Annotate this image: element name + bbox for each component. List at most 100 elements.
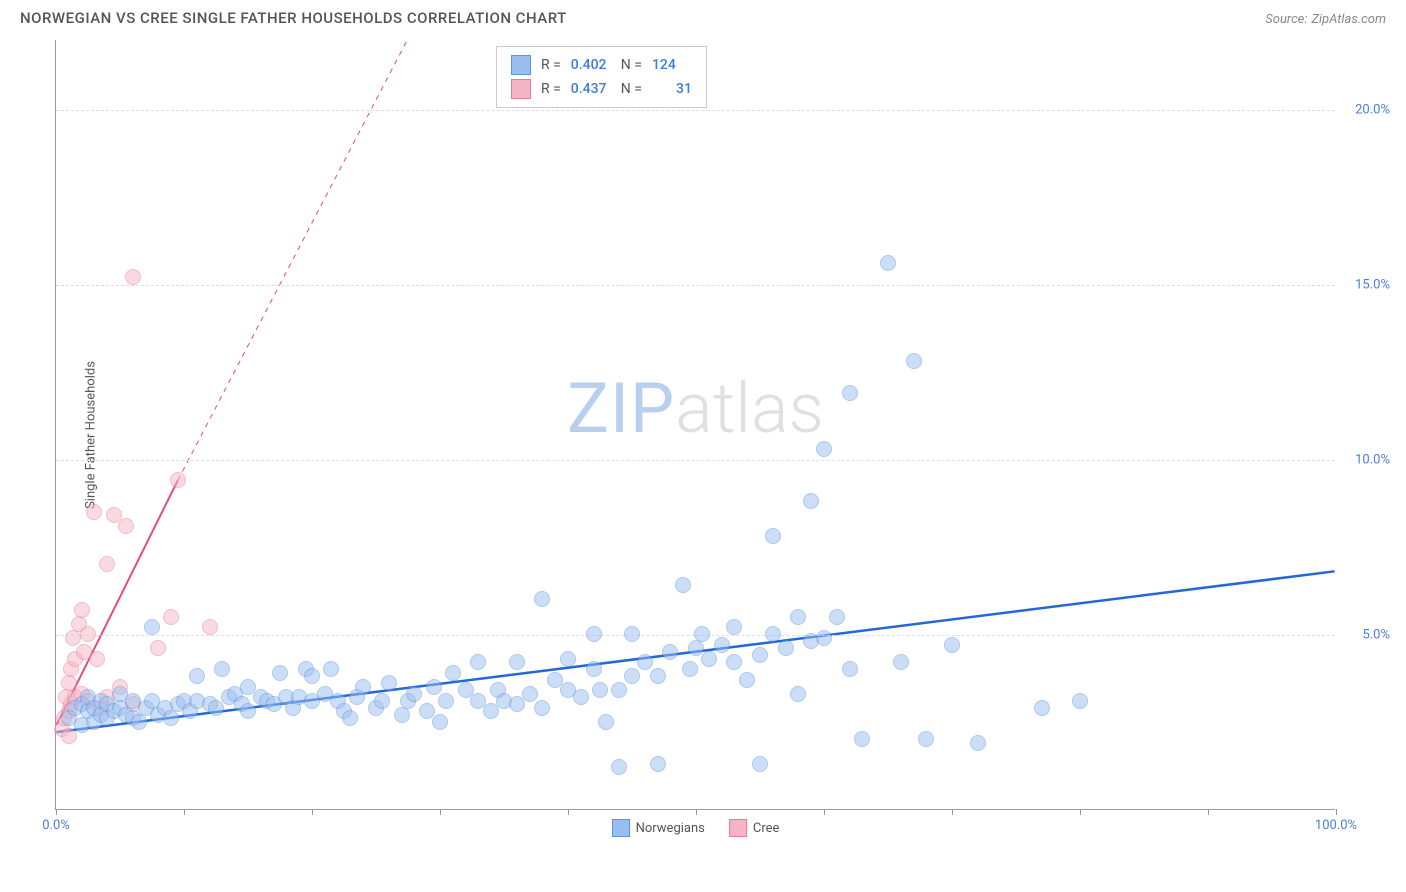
legend: Norwegians Cree	[612, 819, 780, 837]
xtick	[696, 809, 697, 815]
scatter-point-norwegians	[522, 686, 538, 702]
scatter-point-norwegians	[573, 689, 589, 705]
xtick	[312, 809, 313, 815]
scatter-point-norwegians	[189, 668, 205, 684]
scatter-point-norwegians	[214, 661, 230, 677]
scatter-point-norwegians	[726, 654, 742, 670]
scatter-point-norwegians	[829, 609, 845, 625]
xtick	[952, 809, 953, 815]
scatter-point-cree	[74, 602, 90, 618]
stat-n-cree: 31	[652, 81, 692, 97]
stats-box: R = 0.402 N = 124 R = 0.437 N = 31	[496, 46, 707, 108]
scatter-point-cree	[150, 640, 166, 656]
scatter-point-norwegians	[534, 700, 550, 716]
legend-label-cree: Cree	[753, 821, 780, 836]
xtick-label: 0.0%	[42, 818, 70, 833]
swatch-cree	[511, 79, 531, 99]
scatter-point-norwegians	[790, 686, 806, 702]
source-credit: Source: ZipAtlas.com	[1265, 8, 1386, 27]
scatter-point-norwegians	[944, 637, 960, 653]
scatter-point-cree	[202, 619, 218, 635]
scatter-point-cree	[170, 472, 186, 488]
scatter-point-cree	[65, 630, 81, 646]
stats-row-cree: R = 0.437 N = 31	[511, 77, 692, 101]
scatter-point-cree	[99, 556, 115, 572]
watermark-atlas: atlas	[675, 368, 824, 450]
scatter-point-norwegians	[816, 630, 832, 646]
scatter-point-norwegians	[1072, 693, 1088, 709]
stat-n-label-2: N =	[621, 81, 642, 97]
scatter-point-norwegians	[163, 710, 179, 726]
scatter-point-norwegians	[509, 654, 525, 670]
scatter-point-norwegians	[682, 661, 698, 677]
scatter-point-cree	[118, 518, 134, 534]
chart-container: Single Father Households ZIPatlas R = 0.…	[55, 40, 1375, 830]
scatter-point-norwegians	[611, 759, 627, 775]
scatter-point-norwegians	[803, 493, 819, 509]
scatter-point-norwegians	[432, 714, 448, 730]
scatter-point-norwegians	[893, 654, 909, 670]
ytick-label: 15.0%	[1355, 278, 1390, 293]
scatter-point-norwegians	[272, 665, 288, 681]
stat-r-label: R =	[541, 57, 561, 73]
scatter-point-norwegians	[918, 731, 934, 747]
source-name: ZipAtlas.com	[1311, 12, 1386, 27]
plot-area: ZIPatlas R = 0.402 N = 124 R = 0.437 N =…	[55, 40, 1335, 810]
legend-item-norwegians: Norwegians	[612, 819, 705, 837]
scatter-point-cree	[163, 609, 179, 625]
scatter-point-norwegians	[739, 672, 755, 688]
scatter-point-norwegians	[374, 693, 390, 709]
gridline-h	[56, 285, 1335, 286]
scatter-point-norwegians	[240, 703, 256, 719]
xtick	[1208, 809, 1209, 815]
scatter-point-norwegians	[470, 654, 486, 670]
scatter-point-norwegians	[790, 609, 806, 625]
scatter-point-norwegians	[714, 637, 730, 653]
scatter-point-norwegians	[662, 644, 678, 660]
stat-r-cree: 0.437	[571, 81, 611, 97]
swatch-norwegians	[511, 55, 531, 75]
scatter-point-norwegians	[970, 735, 986, 751]
scatter-point-cree	[89, 651, 105, 667]
scatter-point-norwegians	[765, 528, 781, 544]
xtick	[824, 809, 825, 815]
gridline-h	[56, 460, 1335, 461]
scatter-point-norwegians	[726, 619, 742, 635]
scatter-point-norwegians	[1034, 700, 1050, 716]
xtick	[184, 809, 185, 815]
scatter-point-cree	[80, 626, 96, 642]
scatter-point-norwegians	[624, 668, 640, 684]
xtick	[568, 809, 569, 815]
scatter-point-norwegians	[592, 682, 608, 698]
scatter-point-norwegians	[637, 654, 653, 670]
scatter-point-norwegians	[816, 441, 832, 457]
scatter-point-norwegians	[131, 714, 147, 730]
chart-title: NORWEGIAN VS CREE SINGLE FATHER HOUSEHOL…	[20, 9, 567, 27]
scatter-point-norwegians	[854, 731, 870, 747]
scatter-point-norwegians	[406, 686, 422, 702]
xtick-label: 100.0%	[1315, 818, 1357, 833]
scatter-point-norwegians	[355, 679, 371, 695]
scatter-point-norwegians	[752, 647, 768, 663]
scatter-point-norwegians	[624, 626, 640, 642]
scatter-point-norwegians	[534, 591, 550, 607]
watermark: ZIPatlas	[567, 368, 824, 450]
source-label: Source:	[1265, 12, 1307, 27]
scatter-point-norwegians	[650, 668, 666, 684]
scatter-point-norwegians	[426, 679, 442, 695]
legend-item-cree: Cree	[729, 819, 780, 837]
scatter-point-norwegians	[752, 756, 768, 772]
legend-swatch-cree	[729, 819, 747, 837]
scatter-point-norwegians	[694, 626, 710, 642]
stat-n-norwegians: 124	[652, 57, 692, 73]
stat-r-label-2: R =	[541, 81, 561, 97]
scatter-point-norwegians	[586, 661, 602, 677]
scatter-point-norwegians	[381, 675, 397, 691]
scatter-point-norwegians	[445, 665, 461, 681]
scatter-point-norwegians	[880, 255, 896, 271]
scatter-point-norwegians	[323, 661, 339, 677]
scatter-point-norwegians	[842, 661, 858, 677]
scatter-point-norwegians	[842, 385, 858, 401]
scatter-point-norwegians	[342, 710, 358, 726]
stat-n-label: N =	[621, 57, 642, 73]
